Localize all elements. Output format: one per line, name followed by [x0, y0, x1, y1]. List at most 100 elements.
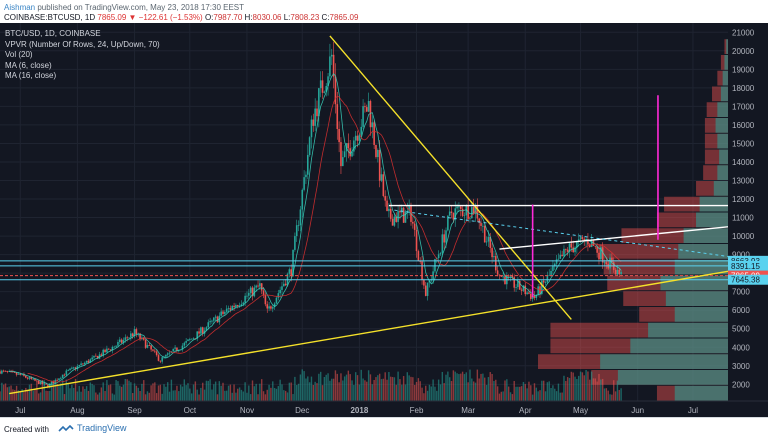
volume-bar	[334, 370, 337, 401]
price-tick-label: 3000	[732, 362, 750, 371]
candle-body	[201, 327, 204, 334]
candle-body	[30, 377, 33, 379]
volume-bar	[342, 380, 344, 401]
volume-bar	[47, 391, 49, 401]
candle-body	[13, 371, 16, 373]
price-tick-label: 16000	[732, 121, 755, 130]
vpvr-row-up	[678, 244, 728, 259]
candle-body	[238, 305, 241, 307]
volume-bar	[292, 394, 294, 401]
legend-vpvr[interactable]: VPVR (Number Of Rows, 24, Up/Down, 70)	[5, 39, 160, 49]
price-tick-label: 4000	[732, 343, 750, 352]
author-link[interactable]: Aishman	[4, 3, 36, 12]
volume-bar	[500, 391, 503, 401]
candle-body	[524, 285, 527, 295]
candle-body	[1, 370, 3, 374]
candle-body	[154, 350, 156, 352]
candle-body	[131, 333, 134, 337]
candle-body	[408, 205, 410, 211]
volume-bar	[185, 385, 187, 401]
candle-body	[397, 210, 399, 222]
volume-bar	[456, 373, 458, 401]
created-with-text: Created with	[4, 425, 49, 434]
volume-bar	[227, 385, 230, 401]
volume-bar	[568, 377, 571, 401]
candle-body	[456, 206, 458, 209]
candle-body	[139, 333, 141, 340]
time-tick-label: Apr	[519, 406, 532, 415]
volume-bar	[102, 382, 104, 401]
volume-bar	[115, 380, 117, 401]
candle-body	[316, 108, 318, 117]
volume-bar	[347, 370, 350, 401]
candle-body	[526, 292, 528, 295]
volume-bar	[329, 380, 331, 401]
legend-ma-slow[interactable]: MA (16, close)	[5, 71, 57, 81]
volume-bar	[85, 386, 88, 401]
volume-bar	[345, 374, 348, 401]
volume-bar	[439, 384, 442, 401]
volume-bar	[178, 391, 180, 401]
volume-bar	[607, 390, 609, 401]
candle-body	[377, 150, 379, 158]
volume-bar	[460, 373, 462, 401]
volume-bar	[616, 380, 619, 401]
candle-body	[19, 373, 22, 375]
price-tick-label: 13000	[732, 177, 755, 186]
volume-bar	[316, 383, 318, 401]
candle-body	[249, 287, 252, 293]
candle-body	[275, 297, 278, 304]
volume-bar	[404, 384, 407, 401]
time-tick-label: May	[573, 406, 588, 415]
volume-bar	[343, 376, 346, 401]
vpvr-row-up	[717, 102, 728, 117]
tradingview-brand[interactable]: TradingView	[58, 423, 127, 433]
volume-bar	[428, 384, 431, 401]
candle-body	[373, 122, 375, 145]
volume-bar	[155, 393, 158, 401]
legend-title: BTC/USD, 1D, COINBASE	[5, 29, 101, 38]
open-value: 7987.70	[213, 13, 243, 22]
candle-body	[493, 256, 495, 258]
volume-bar	[498, 393, 501, 401]
price-tick-label: 18000	[732, 84, 755, 93]
candle-body	[152, 349, 154, 351]
volume-bar	[54, 380, 56, 401]
volume-bar	[237, 388, 239, 401]
legend-volume[interactable]: Vol (20)	[5, 50, 33, 60]
volume-bar	[323, 376, 326, 401]
volume-bar	[362, 378, 364, 401]
price-chart[interactable]: 2000300040005000600070008000900010000110…	[0, 23, 768, 417]
volume-bar	[144, 394, 147, 401]
candle-body	[356, 135, 359, 141]
candle-body	[47, 384, 49, 388]
vpvr-row-up	[674, 385, 728, 401]
candle-body	[41, 381, 44, 385]
volume-bar	[382, 378, 385, 401]
volume-bar	[314, 381, 316, 401]
candle-body	[528, 292, 530, 294]
candle-body	[616, 269, 619, 275]
vpvr-row-up	[719, 149, 728, 165]
vpvr-row-up	[617, 370, 728, 385]
candle-body	[424, 285, 427, 296]
volume-bar	[25, 387, 27, 401]
candle-body	[244, 295, 246, 303]
candle-body	[128, 337, 130, 339]
legend-ma-fast[interactable]: MA (6, close)	[5, 60, 52, 70]
candle-body	[618, 269, 621, 275]
candle-body	[496, 270, 499, 275]
candle-body	[109, 349, 112, 351]
volume-bar	[233, 384, 235, 401]
volume-bar	[319, 371, 322, 401]
candle-body	[347, 143, 350, 149]
volume-bar	[108, 385, 110, 401]
volume-bar	[530, 385, 532, 401]
volume-bar	[161, 393, 163, 401]
candle-body	[146, 345, 149, 348]
chart-area[interactable]: 2000300040005000600070008000900010000110…	[0, 23, 768, 417]
volume-bar	[548, 381, 550, 401]
volume-bar	[366, 381, 368, 401]
candle-body	[130, 333, 132, 338]
candle-body	[494, 256, 497, 271]
